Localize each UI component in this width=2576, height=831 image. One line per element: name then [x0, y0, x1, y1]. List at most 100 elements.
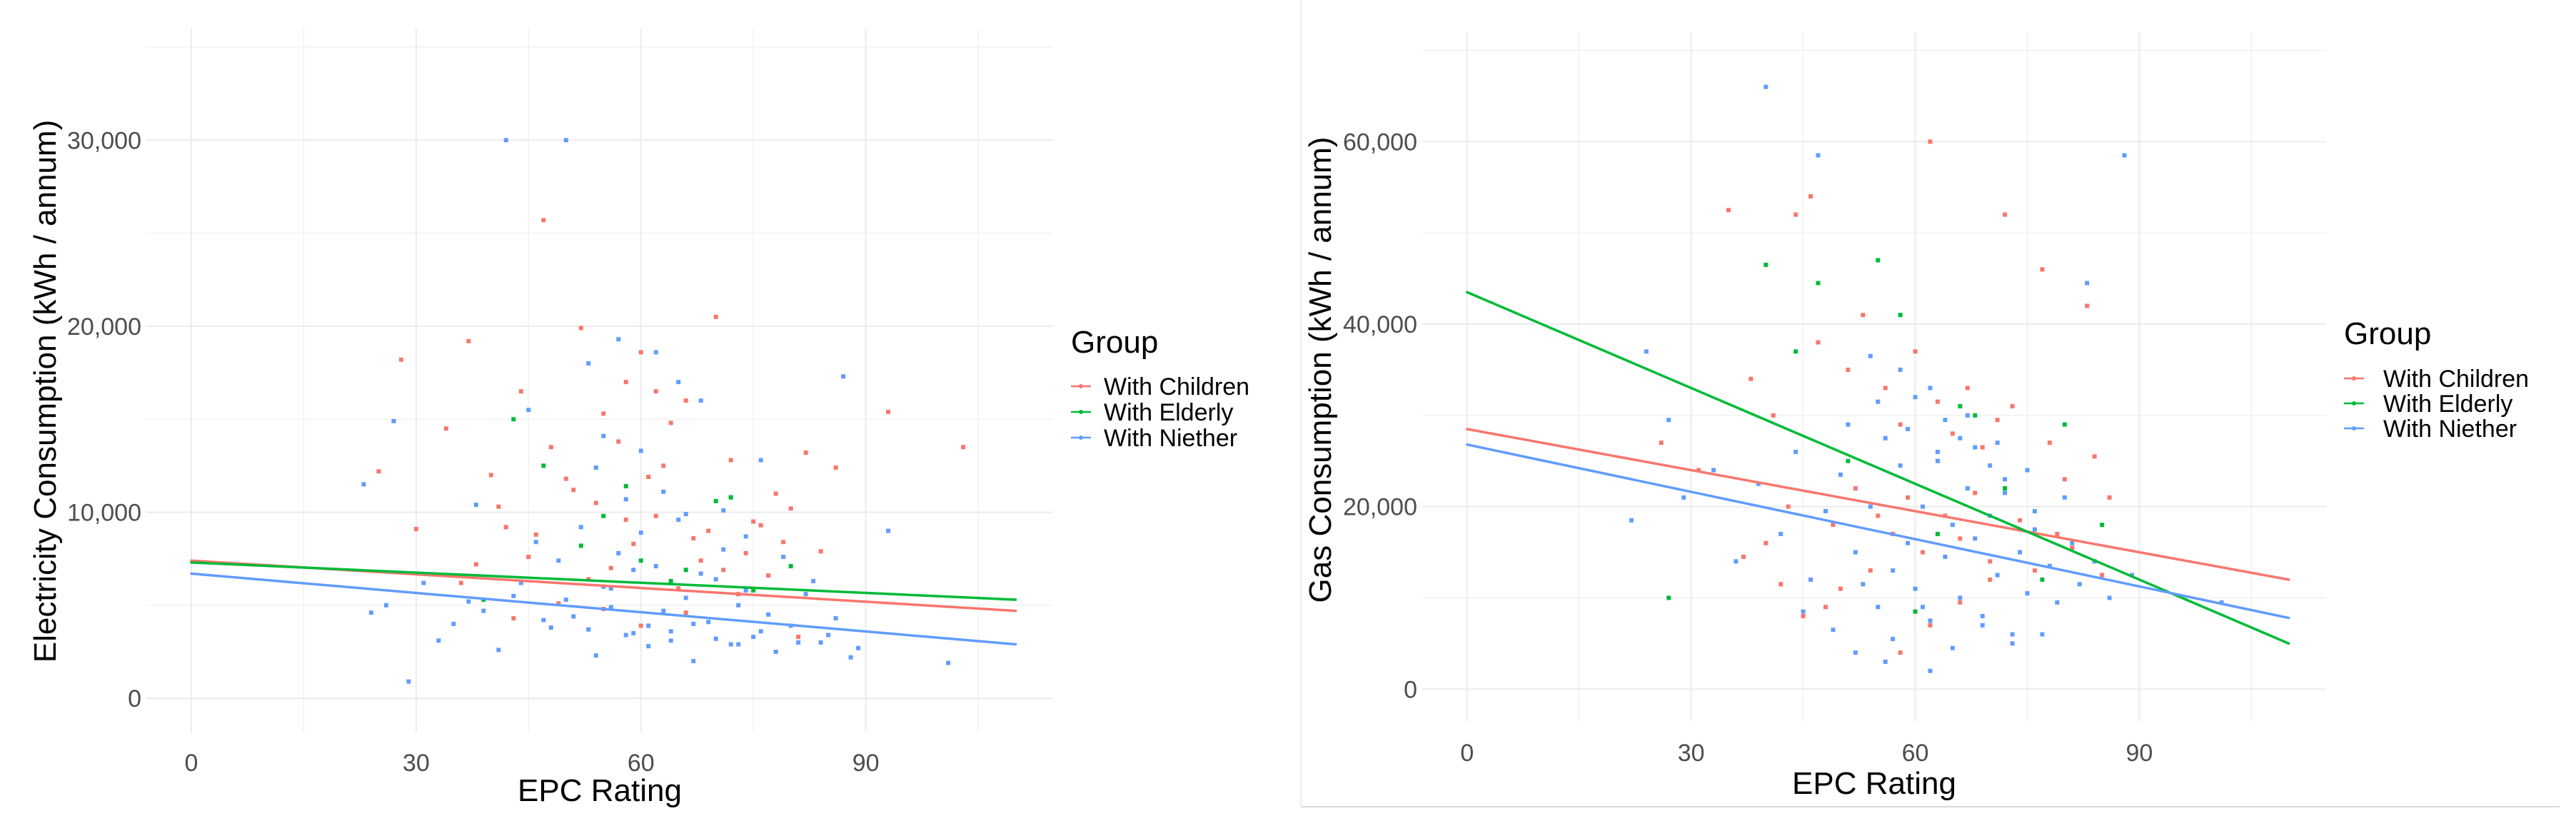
legend-label-with-niether: With Niether — [1104, 425, 1237, 452]
legend-key-with-elderly — [1071, 410, 1091, 414]
data-point — [376, 469, 381, 474]
data-point — [841, 374, 846, 379]
data-point — [1846, 367, 1851, 372]
data-point — [1906, 540, 1911, 545]
data-point — [1973, 445, 1978, 450]
data-point — [848, 655, 853, 660]
data-point — [803, 592, 808, 597]
data-point — [1764, 262, 1769, 267]
data-point — [526, 408, 531, 413]
data-point — [706, 528, 711, 533]
data-point — [743, 534, 748, 539]
x-tick-label: 60 — [628, 750, 655, 777]
data-point — [1801, 614, 1806, 619]
data-point — [1950, 645, 1955, 650]
data-point — [638, 623, 643, 628]
data-point — [1666, 418, 1671, 423]
data-point — [1898, 313, 1903, 318]
x-tick-label: 90 — [852, 750, 880, 777]
x-tick-label: 30 — [1678, 740, 1705, 767]
data-point — [1666, 595, 1671, 600]
data-point — [638, 558, 643, 563]
data-point — [1988, 559, 1993, 564]
data-point — [601, 513, 606, 518]
data-point — [631, 630, 636, 635]
data-point — [758, 523, 763, 528]
data-point — [713, 314, 718, 319]
electricity-grid — [146, 29, 1053, 732]
with-niether-trend-line — [190, 572, 1017, 646]
data-point — [1831, 628, 1836, 633]
data-point — [1846, 422, 1851, 427]
data-point — [2032, 527, 2037, 532]
data-point — [1831, 523, 1836, 528]
legend-label-with-elderly: With Elderly — [2383, 391, 2512, 418]
legend-key-with-children — [2344, 376, 2364, 381]
data-point — [668, 420, 673, 425]
data-point — [631, 568, 636, 573]
data-point — [1958, 595, 1963, 600]
with-niether-trend-line — [1466, 443, 2290, 620]
data-point — [466, 338, 471, 343]
data-point — [766, 612, 771, 617]
data-point — [1808, 194, 1813, 199]
legend-key-with-niether — [1071, 435, 1091, 440]
data-point — [2025, 591, 2030, 596]
data-point — [713, 498, 718, 503]
data-point — [1943, 418, 1948, 423]
data-point — [1898, 422, 1903, 427]
data-point — [1921, 504, 1926, 509]
gas-x-axis-title: EPC Rating — [1792, 766, 1956, 801]
data-point — [466, 599, 471, 604]
data-point — [2107, 495, 2112, 500]
data-point — [451, 621, 456, 626]
data-point — [2107, 595, 2112, 600]
data-point — [548, 625, 553, 630]
data-point — [1883, 386, 1888, 391]
data-point — [1973, 413, 1978, 418]
data-point — [751, 519, 756, 524]
data-point — [1778, 531, 1783, 536]
data-point — [1883, 435, 1888, 440]
data-point — [1801, 609, 1806, 614]
data-point — [2070, 545, 2075, 550]
data-point — [653, 350, 658, 355]
data-point — [766, 573, 771, 578]
data-point — [1876, 399, 1881, 404]
y-tick-label: 0 — [1404, 676, 1417, 703]
data-point — [826, 633, 831, 638]
data-point — [818, 640, 823, 645]
data-point — [646, 475, 651, 480]
data-point — [1935, 399, 1940, 404]
with-children-trend-line — [1466, 428, 2290, 581]
data-point — [818, 549, 823, 554]
data-point — [1958, 435, 1963, 440]
data-point — [1838, 472, 1843, 477]
data-point — [563, 476, 568, 481]
data-point — [1913, 395, 1918, 400]
data-point — [2077, 582, 2082, 587]
data-point — [398, 357, 403, 362]
data-point — [781, 555, 786, 560]
data-point — [1853, 486, 1858, 491]
data-point — [1965, 413, 1970, 418]
data-point — [638, 448, 643, 453]
with-niether-points — [1629, 84, 2224, 673]
data-point — [683, 568, 688, 573]
y-tick-label: 40,000 — [1343, 311, 1417, 338]
data-point — [1950, 431, 1955, 436]
data-point — [1876, 605, 1881, 610]
data-point — [1816, 153, 1821, 158]
data-point — [578, 525, 583, 530]
data-point — [2085, 303, 2090, 308]
data-point — [391, 418, 396, 423]
data-point — [1980, 445, 1985, 450]
data-point — [2040, 267, 2045, 272]
data-point — [593, 500, 598, 505]
data-point — [2032, 568, 2037, 573]
data-point — [638, 350, 643, 355]
data-point — [541, 618, 546, 623]
data-point — [638, 530, 643, 535]
data-point — [1734, 559, 1739, 564]
data-point — [1793, 212, 1798, 217]
